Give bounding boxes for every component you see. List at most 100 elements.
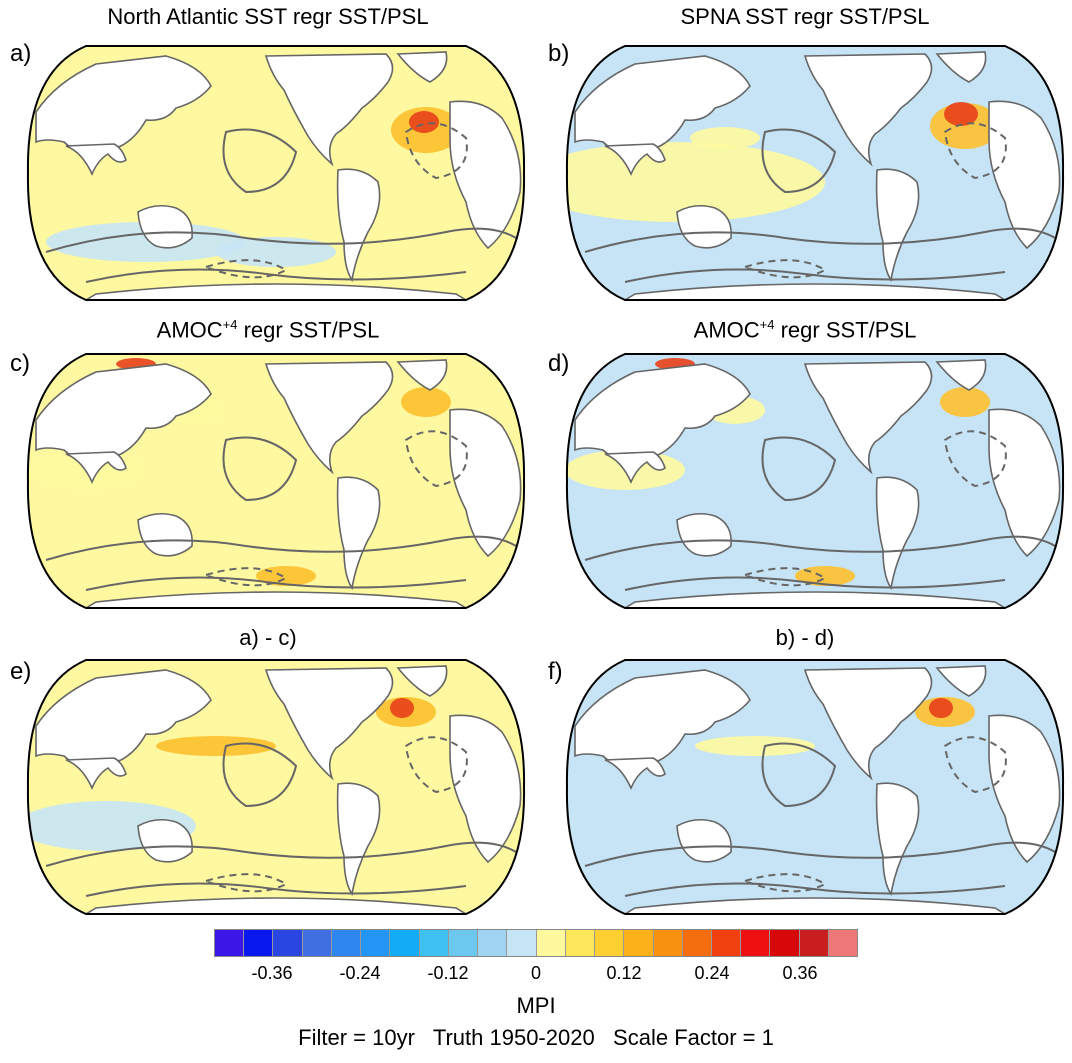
land-mass: [935, 665, 987, 697]
colorbar-tick-label: 0: [530, 963, 542, 983]
psl-contour: [404, 430, 468, 488]
colorbar-swatch: [682, 930, 712, 956]
land-mass: [336, 782, 381, 897]
psl-contour: [222, 436, 298, 502]
psl-contour: [943, 122, 1007, 180]
land-mass: [604, 757, 666, 790]
map-outline: [565, 353, 1065, 609]
map-panel-f: [565, 659, 1065, 915]
psl-contour: [85, 268, 467, 283]
land-mass: [803, 53, 933, 167]
anomaly-patch: [695, 736, 815, 756]
anomaly-patch: [156, 736, 276, 756]
panel-e-title: a) - c): [239, 625, 297, 650]
psl-contour: [761, 128, 837, 194]
land-mass: [336, 168, 381, 283]
colorbar-swatch: [565, 930, 596, 956]
land-mass: [65, 757, 127, 790]
anomaly-patch: [409, 111, 439, 133]
psl-contour: [943, 430, 1007, 488]
psl-contour: [85, 576, 467, 591]
land-mass: [137, 512, 193, 557]
colorbar-swatch: [448, 930, 479, 956]
land-mass: [83, 283, 469, 300]
colorbar-swatch: [419, 930, 449, 956]
psl-contour: [741, 873, 828, 893]
psl-contour: [404, 122, 468, 180]
psl-contour: [761, 436, 837, 502]
panel-c-title: AMOC+4 regr SST/PSL: [156, 317, 380, 343]
land-mass: [622, 283, 1008, 300]
psl-contour: [624, 882, 1006, 897]
psl-contour: [45, 227, 523, 253]
anomaly-patch: [390, 698, 414, 718]
psl-contour: [624, 576, 1006, 591]
colorbar-swatch: [331, 930, 362, 956]
panel-c-letter: c): [10, 350, 30, 377]
colorbar-swatch: [244, 930, 274, 956]
map-panel-d: [565, 353, 1065, 609]
land-mass: [137, 204, 193, 249]
anomaly-patch: [929, 698, 953, 718]
colorbar-tick-label: 0.36: [782, 963, 818, 983]
footer-caption: Filter = 10yr Truth 1950-2020 Scale Fact…: [298, 1025, 774, 1050]
anomaly-patch: [401, 387, 451, 417]
colorbar-swatch: [478, 930, 508, 956]
land-mass: [676, 204, 732, 249]
land-mass: [264, 53, 394, 167]
psl-contour: [741, 259, 828, 279]
anomaly-patch: [566, 142, 825, 222]
anomaly-patch: [256, 566, 316, 586]
colorbar-swatch: [624, 930, 654, 956]
panel-d-title: AMOC+4 regr SST/PSL: [693, 317, 917, 343]
land-mass: [83, 591, 469, 608]
psl-contour: [584, 841, 1062, 867]
psl-contour: [85, 882, 467, 897]
land-mass: [449, 408, 522, 558]
panel-a-letter: a): [10, 40, 32, 67]
map-outline: [26, 353, 526, 609]
map-outline: [565, 659, 1065, 915]
land-mass: [604, 143, 666, 176]
map-outline: [26, 659, 526, 915]
anomaly-patch: [795, 566, 855, 586]
land-mass: [875, 476, 920, 591]
land-mass: [396, 359, 448, 391]
map-outline: [26, 45, 526, 301]
anomaly-patch: [690, 127, 760, 149]
colorbar-swatch: [215, 930, 245, 956]
panel-e-letter: e): [10, 658, 32, 685]
psl-contour: [45, 841, 523, 867]
land-mass: [65, 143, 127, 176]
land-mass: [604, 451, 666, 484]
land-mass: [449, 714, 522, 864]
map-panel-b: [565, 45, 1065, 301]
colorbar-tick-label: -0.12: [427, 963, 469, 983]
panel-b-letter: b): [548, 40, 570, 67]
colorbar-tick-label: -0.36: [251, 963, 293, 983]
land-mass: [988, 714, 1061, 864]
panel-f-title: b) - d): [775, 625, 835, 650]
map-panel-e: [26, 659, 526, 915]
map-panel-c: [26, 353, 526, 609]
land-mass: [935, 359, 987, 391]
colorbar-swatch: [741, 930, 771, 956]
colorbar-swatch: [595, 930, 625, 956]
psl-contour: [404, 736, 468, 794]
land-mass: [803, 667, 933, 781]
colorbar: [214, 929, 858, 957]
panel-b-title: SPNA SST regr SST/PSL: [680, 4, 930, 29]
psl-contour: [45, 535, 523, 561]
colorbar-units: MPI: [516, 993, 556, 1018]
map-outline: [565, 45, 1065, 301]
land-mass: [396, 51, 448, 83]
colorbar-swatch: [770, 930, 800, 956]
psl-contour: [761, 742, 837, 808]
land-mass: [137, 818, 193, 863]
land-mass: [875, 782, 920, 897]
colorbar-tick-label: -0.24: [339, 963, 381, 983]
land-mass: [622, 591, 1008, 608]
colorbar-swatch: [507, 930, 537, 956]
colorbar-swatch: [361, 930, 391, 956]
anomaly-patch: [944, 102, 978, 126]
